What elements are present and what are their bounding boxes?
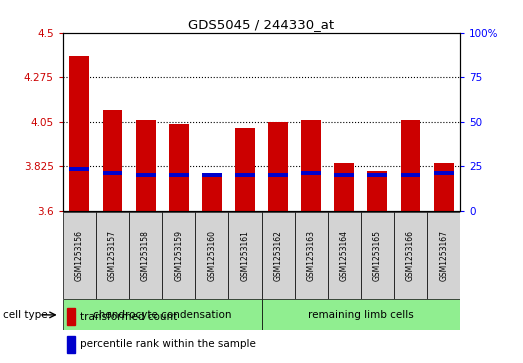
Text: GSM1253163: GSM1253163 bbox=[306, 231, 316, 281]
Text: GSM1253156: GSM1253156 bbox=[75, 231, 84, 281]
Bar bbox=[135, 120, 155, 211]
Bar bbox=[202, 177, 222, 211]
Text: GSM1253161: GSM1253161 bbox=[241, 231, 249, 281]
Bar bbox=[229, 212, 262, 299]
Bar bbox=[70, 167, 89, 171]
Text: GSM1253165: GSM1253165 bbox=[373, 231, 382, 281]
Bar bbox=[361, 212, 394, 299]
Text: GSM1253158: GSM1253158 bbox=[141, 231, 150, 281]
Bar bbox=[169, 123, 189, 211]
Bar bbox=[129, 212, 162, 299]
Bar bbox=[195, 212, 229, 299]
Text: GSM1253159: GSM1253159 bbox=[174, 231, 183, 281]
Bar bbox=[301, 120, 321, 211]
Text: GSM1253157: GSM1253157 bbox=[108, 231, 117, 281]
Bar bbox=[434, 171, 453, 175]
Bar bbox=[96, 212, 129, 299]
Bar bbox=[262, 299, 460, 330]
Bar bbox=[334, 163, 354, 211]
Bar bbox=[202, 172, 222, 177]
Bar bbox=[268, 172, 288, 177]
Text: GSM1253162: GSM1253162 bbox=[274, 231, 282, 281]
Text: remaining limb cells: remaining limb cells bbox=[308, 310, 414, 320]
Text: percentile rank within the sample: percentile rank within the sample bbox=[80, 339, 256, 349]
Bar bbox=[268, 122, 288, 211]
Bar bbox=[328, 212, 361, 299]
Text: GSM1253166: GSM1253166 bbox=[406, 231, 415, 281]
Bar bbox=[334, 172, 354, 177]
Bar bbox=[427, 212, 460, 299]
Bar bbox=[63, 299, 262, 330]
Bar bbox=[394, 212, 427, 299]
Bar bbox=[434, 163, 453, 211]
Bar bbox=[63, 212, 96, 299]
Bar bbox=[169, 172, 189, 177]
Bar bbox=[162, 212, 195, 299]
Bar bbox=[235, 127, 255, 211]
Text: cell type: cell type bbox=[3, 310, 47, 320]
Bar bbox=[368, 172, 388, 177]
Bar bbox=[235, 172, 255, 177]
Bar bbox=[262, 212, 294, 299]
Bar bbox=[301, 171, 321, 175]
Text: chondrocyte condensation: chondrocyte condensation bbox=[93, 310, 231, 320]
Bar bbox=[67, 336, 75, 353]
Text: GSM1253164: GSM1253164 bbox=[340, 231, 349, 281]
Text: GSM1253167: GSM1253167 bbox=[439, 231, 448, 281]
Bar bbox=[368, 171, 388, 211]
Bar bbox=[103, 110, 122, 211]
Bar bbox=[67, 308, 75, 325]
Bar bbox=[294, 212, 328, 299]
Bar bbox=[401, 120, 420, 211]
Bar bbox=[103, 171, 122, 175]
Text: transformed count: transformed count bbox=[80, 312, 177, 322]
Title: GDS5045 / 244330_at: GDS5045 / 244330_at bbox=[188, 19, 335, 32]
Bar bbox=[135, 172, 155, 177]
Text: GSM1253160: GSM1253160 bbox=[207, 231, 217, 281]
Bar bbox=[70, 56, 89, 211]
Bar bbox=[401, 172, 420, 177]
